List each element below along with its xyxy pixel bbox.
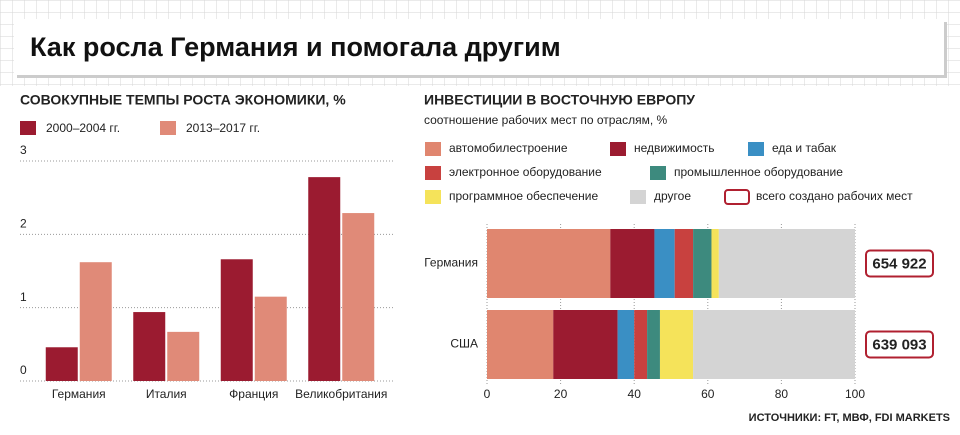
legend-label: 2013–2017 гг. <box>186 121 260 135</box>
bar-segment <box>647 310 660 379</box>
legend-label: недвижимость <box>634 141 715 155</box>
bar-segment <box>693 310 855 379</box>
total-box <box>865 249 934 278</box>
bar <box>220 259 253 381</box>
bar <box>308 177 341 381</box>
y-tick-label: США <box>450 337 478 351</box>
bar-segment <box>659 310 694 379</box>
source: ИСТОЧНИКИ: FT, МВФ, FDI MARKETS <box>749 412 950 424</box>
bar-segment <box>553 310 618 379</box>
total-label: 639 093 <box>872 336 926 353</box>
bar-segment <box>693 229 712 298</box>
x-tick-label: 20 <box>554 387 568 401</box>
legend-swatch <box>630 190 646 204</box>
legend-label: промышленное оборудование <box>674 165 843 179</box>
bar <box>254 296 287 381</box>
bar <box>342 213 375 381</box>
bar-segment <box>674 229 694 298</box>
bar-segment <box>711 229 719 298</box>
legend-label: всего создано рабочих мест <box>756 189 913 203</box>
legend-swatch <box>724 189 750 205</box>
legend-label: программное обеспечение <box>449 189 598 203</box>
legend-swatch <box>425 190 441 204</box>
legend-swatch <box>748 142 764 156</box>
bar-segment <box>634 310 648 379</box>
chart-title: СОВОКУПНЫЕ ТЕМПЫ РОСТА ЭКОНОМИКИ, % <box>20 92 346 108</box>
bar-segment <box>610 229 655 298</box>
legend-swatch <box>610 142 626 156</box>
x-tick-label: 100 <box>845 387 865 401</box>
legend-swatch <box>425 142 441 156</box>
chart-subtitle: соотношение рабочих мест по отраслям, % <box>424 113 668 127</box>
bar <box>45 347 78 381</box>
chart-title: ИНВЕСТИЦИИ В ВОСТОЧНУЮ ЕВРОПУ <box>424 92 695 108</box>
bar-segment <box>718 229 855 298</box>
bar <box>167 331 200 381</box>
x-tick-label: Великобритания <box>295 387 387 401</box>
y-tick-label: 0 <box>20 363 27 377</box>
bar-segment <box>487 229 611 298</box>
bar-segment <box>487 310 554 379</box>
total-box <box>865 330 934 359</box>
bar <box>79 262 112 381</box>
x-tick-label: 60 <box>701 387 715 401</box>
legend-label: автомобилестроение <box>449 141 568 155</box>
total-label: 654 922 <box>872 255 926 272</box>
bar-segment <box>654 229 675 298</box>
legend-label: 2000–2004 гг. <box>46 121 120 135</box>
y-tick-label: 1 <box>20 290 27 304</box>
x-tick-label: Франция <box>229 387 278 401</box>
legend-swatch <box>425 166 441 180</box>
legend-label: другое <box>654 189 691 203</box>
x-tick-label: Германия <box>52 387 106 401</box>
legend-label: еда и табак <box>772 141 837 155</box>
y-tick-label: 3 <box>20 143 27 157</box>
x-tick-label: 80 <box>775 387 789 401</box>
legend-swatch <box>20 121 36 135</box>
x-tick-label: 0 <box>484 387 491 401</box>
bar <box>133 312 166 381</box>
legend-label: электронное оборудование <box>449 165 602 179</box>
legend-swatch <box>160 121 176 135</box>
title-box <box>14 19 944 75</box>
bar-segment <box>617 310 635 379</box>
y-tick-label: Германия <box>424 256 478 270</box>
x-tick-label: 40 <box>628 387 642 401</box>
legend-swatch <box>650 166 666 180</box>
y-tick-label: 2 <box>20 217 27 231</box>
page-title: Как росла Германия и помогала другим <box>30 32 561 62</box>
x-tick-label: Италия <box>146 387 187 401</box>
